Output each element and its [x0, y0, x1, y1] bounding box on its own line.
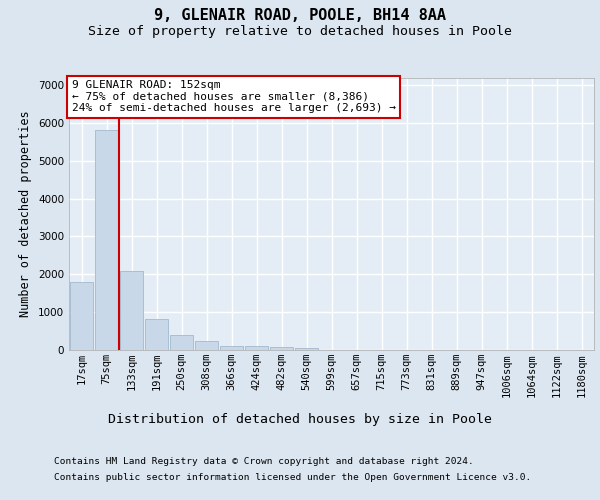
- Bar: [95, 130, 118, 350]
- Bar: [220, 346, 244, 350]
- Bar: [119, 270, 143, 350]
- Text: 9 GLENAIR ROAD: 152sqm
← 75% of detached houses are smaller (8,386)
24% of semi-: 9 GLENAIR ROAD: 152sqm ← 75% of detached…: [71, 80, 395, 114]
- Bar: [145, 318, 169, 350]
- Text: Contains HM Land Registry data © Crown copyright and database right 2024.: Contains HM Land Registry data © Crown c…: [54, 458, 474, 466]
- Text: 9, GLENAIR ROAD, POOLE, BH14 8AA: 9, GLENAIR ROAD, POOLE, BH14 8AA: [154, 8, 446, 22]
- Text: Size of property relative to detached houses in Poole: Size of property relative to detached ho…: [88, 25, 512, 38]
- Y-axis label: Number of detached properties: Number of detached properties: [19, 110, 32, 317]
- Bar: [269, 347, 293, 350]
- Bar: [245, 346, 268, 350]
- Bar: [295, 348, 319, 350]
- Bar: [170, 335, 193, 350]
- Text: Contains public sector information licensed under the Open Government Licence v3: Contains public sector information licen…: [54, 472, 531, 482]
- Bar: [70, 282, 94, 350]
- Text: Distribution of detached houses by size in Poole: Distribution of detached houses by size …: [108, 412, 492, 426]
- Bar: [194, 341, 218, 350]
